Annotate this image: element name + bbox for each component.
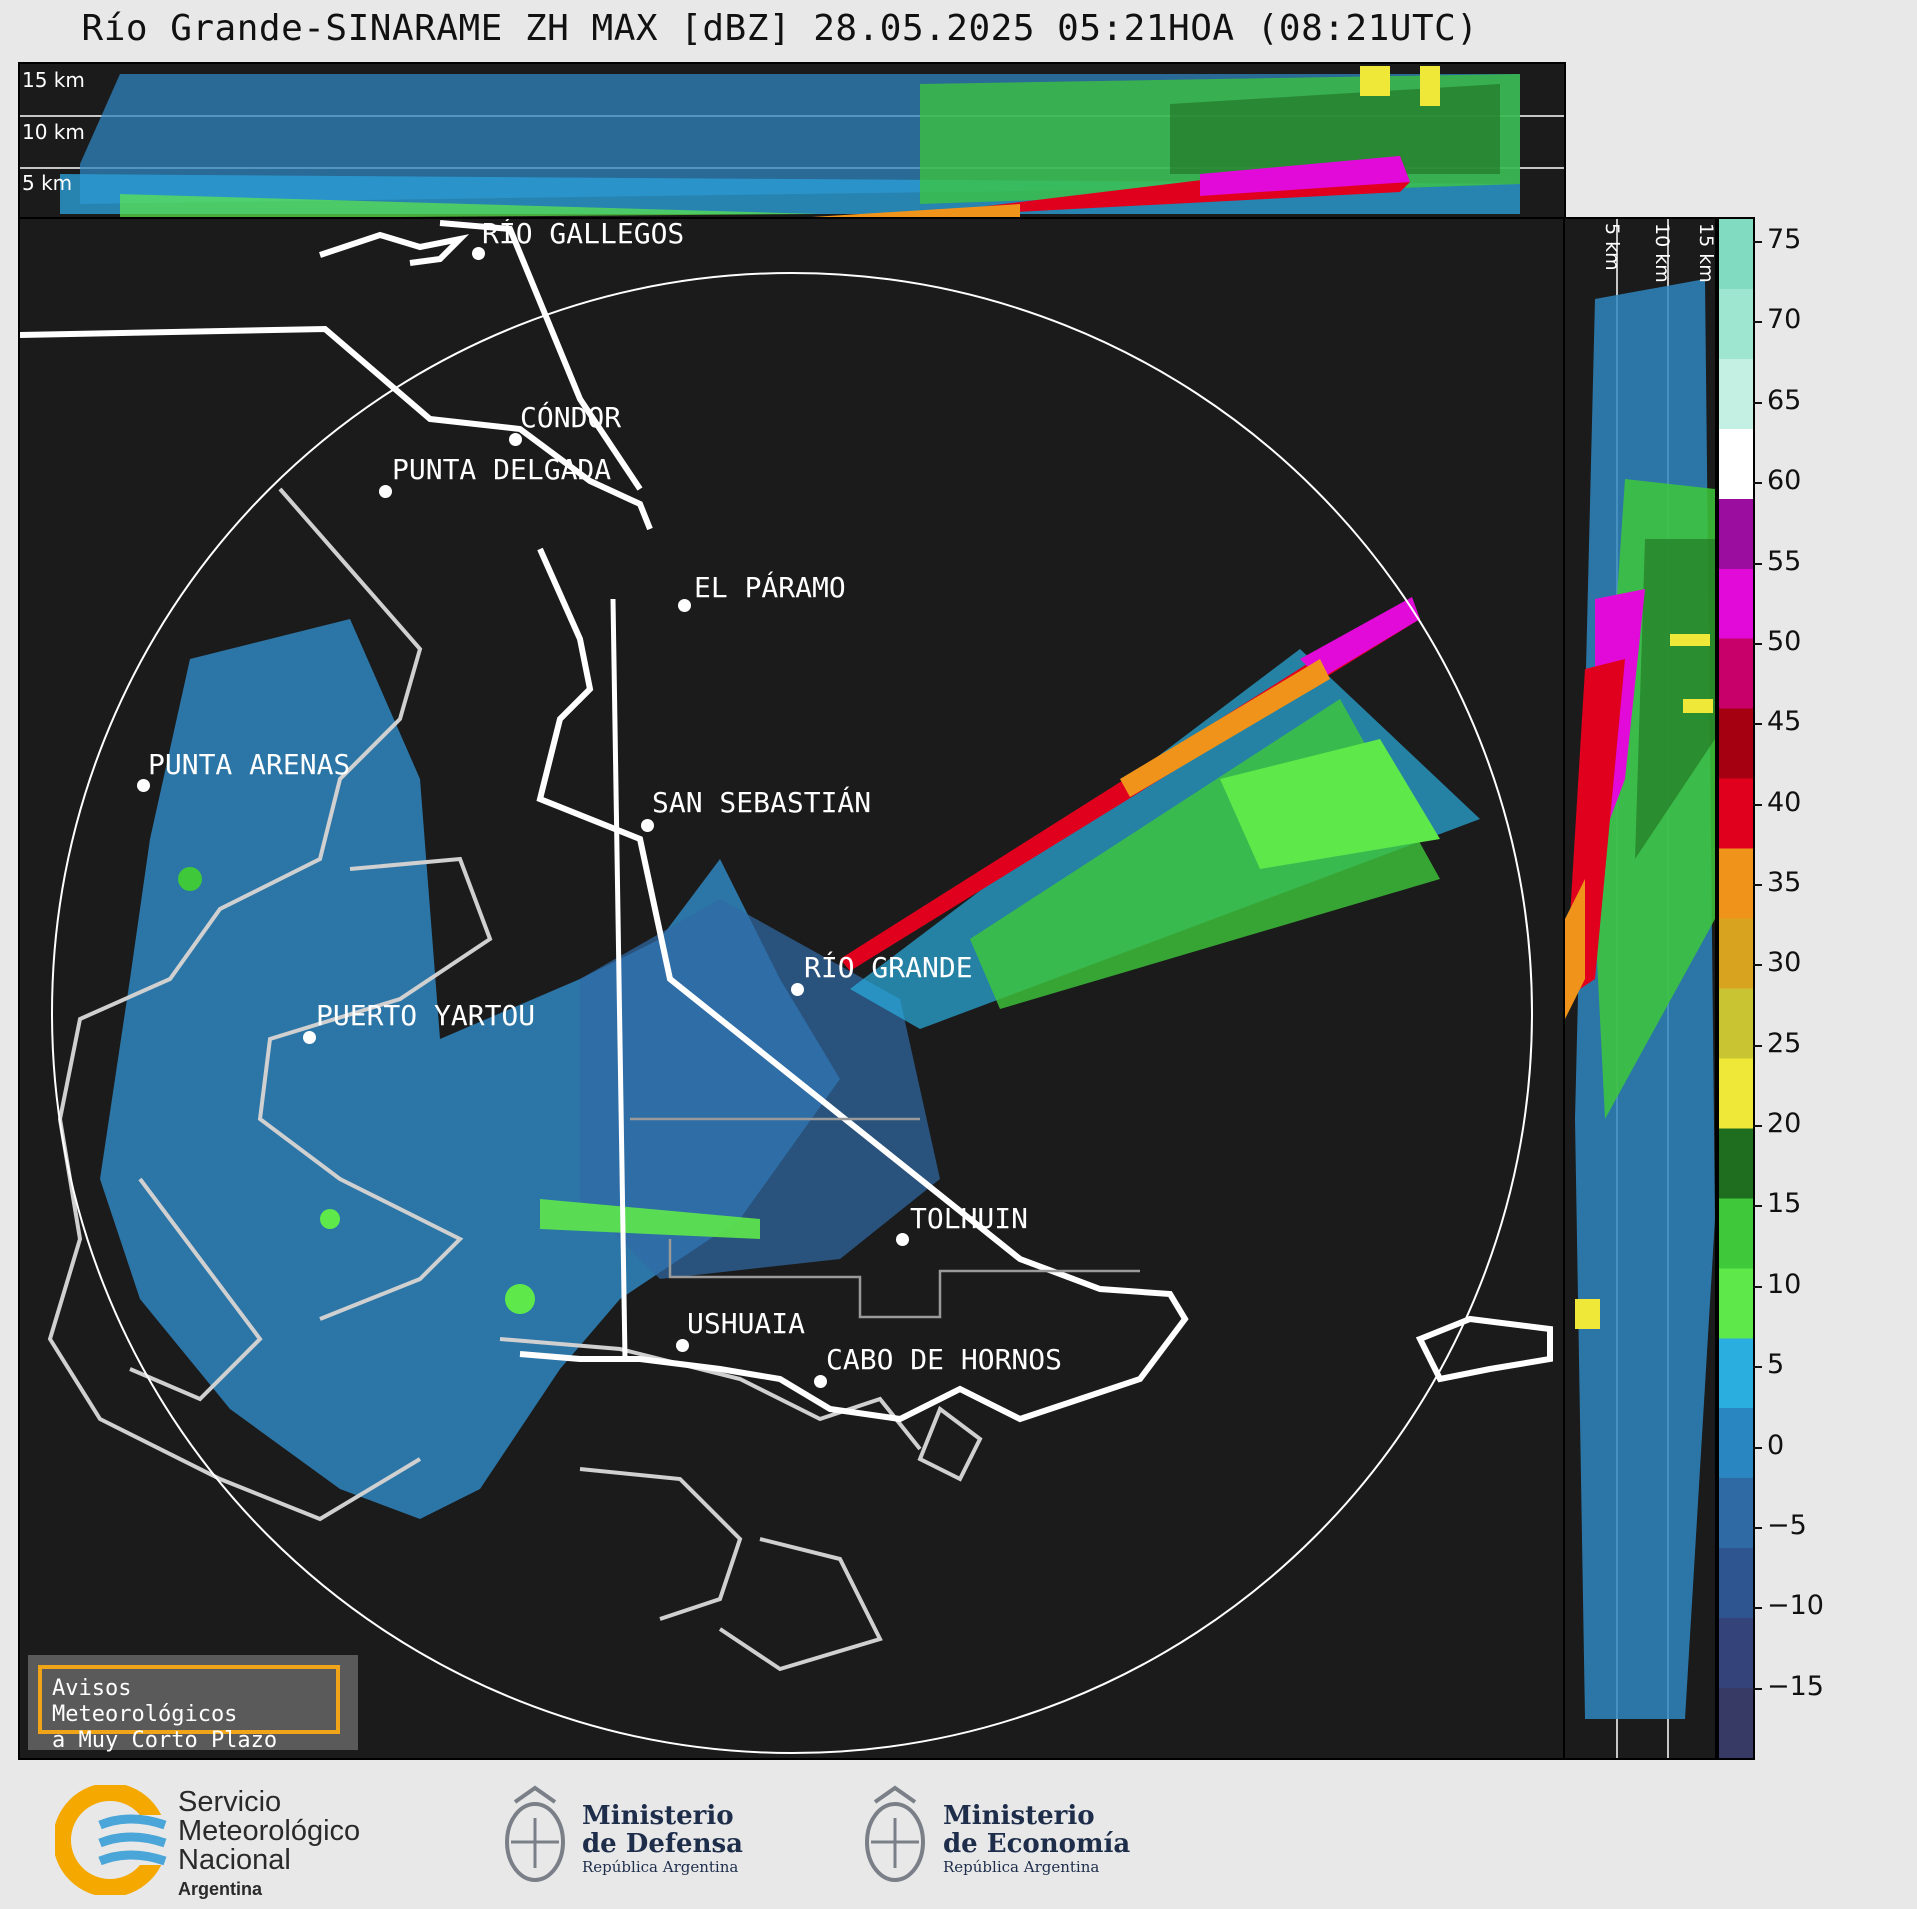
colorbar-tick-label: −15 bbox=[1767, 1670, 1824, 1702]
smn-name: Servicio Meteorológico Nacional Argentin… bbox=[178, 1788, 360, 1904]
colorbar-tick-label: 5 bbox=[1767, 1349, 1785, 1381]
colorbar-tick-label: 45 bbox=[1767, 706, 1802, 738]
reflectivity-spike-orange bbox=[1120, 659, 1330, 797]
side-cross-section: 5 km 10 km 15 km bbox=[1563, 217, 1717, 1760]
side-height-label-5: 5 km bbox=[1601, 223, 1623, 271]
colorbar bbox=[1717, 217, 1755, 1760]
smn-line-4: Argentina bbox=[178, 1879, 263, 1899]
economia-name: Ministerio de Economía República Argenti… bbox=[943, 1802, 1130, 1876]
range-ring bbox=[51, 272, 1533, 1754]
city-label-rio-gallegos: RÍO GALLEGOS bbox=[482, 217, 685, 250]
radar-map: RÍO GALLEGOS CÓNDOR PUNTA DELGADA EL PÁR… bbox=[18, 217, 1566, 1760]
colorbar-tick-label: 50 bbox=[1767, 625, 1802, 657]
colorbar-tick-label: 15 bbox=[1767, 1188, 1802, 1220]
stratiform-echo-center bbox=[580, 899, 940, 1279]
convective-cell-3 bbox=[178, 867, 202, 891]
avisos-line-2: a Muy Corto Plazo bbox=[52, 1728, 278, 1753]
city-dot-punta-arenas bbox=[137, 779, 150, 792]
side-cross-section-echoes bbox=[1565, 219, 1715, 1758]
colorbar-tick-label: 35 bbox=[1767, 867, 1802, 899]
city-dot-puerto-yartou bbox=[303, 1031, 316, 1044]
city-label-tolhuin: TOLHUIN bbox=[910, 1202, 1029, 1235]
defensa-line-1: Ministerio bbox=[582, 1801, 734, 1831]
colorbar-tick-label: 70 bbox=[1767, 304, 1802, 336]
city-dot-rio-grande bbox=[791, 983, 804, 996]
colorbar-tick-label: 40 bbox=[1767, 786, 1802, 818]
economia-line-1: Ministerio bbox=[943, 1801, 1095, 1831]
city-label-cabo-de-hornos: CABO DE HORNOS bbox=[826, 1343, 1063, 1376]
coast-outline-bold bbox=[20, 220, 1553, 1423]
city-label-san-sebastian: SAN SEBASTIÁN bbox=[652, 786, 872, 819]
city-label-rio-grande: RÍO GRANDE bbox=[804, 951, 973, 984]
defensa-line-2: de Defensa bbox=[582, 1829, 743, 1859]
colorbar-tick-label: 65 bbox=[1767, 384, 1802, 416]
convective-cell-2 bbox=[320, 1209, 340, 1229]
city-label-puerto-yartou: PUERTO YARTOU bbox=[316, 999, 536, 1032]
smn-line-2: Meteorológico bbox=[178, 1815, 361, 1847]
defensa-name: Ministerio de Defensa República Argentin… bbox=[582, 1802, 743, 1876]
colorbar-tick-label: 30 bbox=[1767, 947, 1802, 979]
coastlines bbox=[47, 487, 983, 1672]
avisos-box[interactable]: Avisos Meteorológicos a Muy Corto Plazo bbox=[28, 1655, 358, 1753]
colorbar-tick-label: 10 bbox=[1767, 1268, 1802, 1300]
top-cross-section-echoes bbox=[20, 66, 1564, 217]
city-dot-san-sebastian bbox=[641, 819, 654, 832]
economia-line-2: de Economía bbox=[943, 1829, 1131, 1859]
department-borders bbox=[630, 1117, 1140, 1319]
economia-line-3: República Argentina bbox=[943, 1858, 1100, 1876]
top-height-label-10: 10 km bbox=[22, 120, 85, 144]
colorbar-tick-label: 75 bbox=[1767, 224, 1802, 256]
top-cross-section: 15 km 10 km 5 km bbox=[18, 62, 1566, 219]
side-height-label-15: 15 km bbox=[1695, 223, 1717, 283]
city-dot-rio-gallegos bbox=[472, 247, 485, 260]
colorbar-tick-label: 55 bbox=[1767, 545, 1802, 577]
stratiform-echo-west bbox=[100, 619, 840, 1519]
economia-coat-of-arms-icon bbox=[865, 1785, 925, 1882]
convective-core-ne bbox=[1220, 739, 1440, 869]
city-label-ushuaia: USHUAIA bbox=[687, 1307, 806, 1340]
top-height-label-5: 5 km bbox=[22, 171, 73, 195]
border-line bbox=[610, 598, 628, 1360]
colorbar-tick-label: −5 bbox=[1767, 1509, 1807, 1541]
avisos-line-1: Avisos Meteorológicos bbox=[52, 1676, 238, 1727]
convective-band-sw bbox=[540, 1199, 760, 1239]
radar-map-canvas bbox=[20, 220, 1553, 1754]
defensa-coat-of-arms-icon bbox=[505, 1785, 565, 1882]
colorbar-tick-label: −10 bbox=[1767, 1590, 1824, 1622]
smn-logo-icon bbox=[55, 1785, 195, 1895]
convective-cell-1 bbox=[505, 1284, 535, 1314]
city-dot-tolhuin bbox=[896, 1233, 909, 1246]
colorbar-tick-label: 20 bbox=[1767, 1108, 1802, 1140]
city-label-punta-delgada: PUNTA DELGADA bbox=[392, 453, 612, 486]
city-dot-cabo-de-hornos bbox=[814, 1375, 827, 1388]
colorbar-tick-label: 60 bbox=[1767, 465, 1802, 497]
smn-line-1: Servicio bbox=[178, 1786, 282, 1818]
city-dot-condor bbox=[509, 433, 522, 446]
city-label-el-paramo: EL PÁRAMO bbox=[694, 571, 846, 604]
city-label-condor: CÓNDOR bbox=[520, 401, 622, 434]
city-dot-punta-delgada bbox=[379, 485, 392, 498]
top-height-label-15: 15 km bbox=[22, 68, 85, 92]
colorbar-tick-label: 25 bbox=[1767, 1027, 1802, 1059]
city-label-punta-arenas: PUNTA ARENAS bbox=[148, 748, 351, 781]
chart-title: Río Grande-SINARAME ZH MAX [dBZ] 28.05.2… bbox=[81, 8, 1479, 49]
smn-line-3: Nacional bbox=[178, 1844, 291, 1876]
avisos-frame: Avisos Meteorológicos a Muy Corto Plazo bbox=[38, 1665, 340, 1753]
colorbar-tick-label: 0 bbox=[1767, 1429, 1785, 1461]
city-dot-el-paramo bbox=[678, 599, 691, 612]
side-height-label-10: 10 km bbox=[1651, 223, 1673, 283]
defensa-line-3: República Argentina bbox=[582, 1858, 739, 1876]
footer: Servicio Meteorológico Nacional Argentin… bbox=[0, 1760, 1917, 1909]
reflectivity-spike-magenta bbox=[1300, 597, 1420, 679]
city-dot-ushuaia bbox=[676, 1339, 689, 1352]
